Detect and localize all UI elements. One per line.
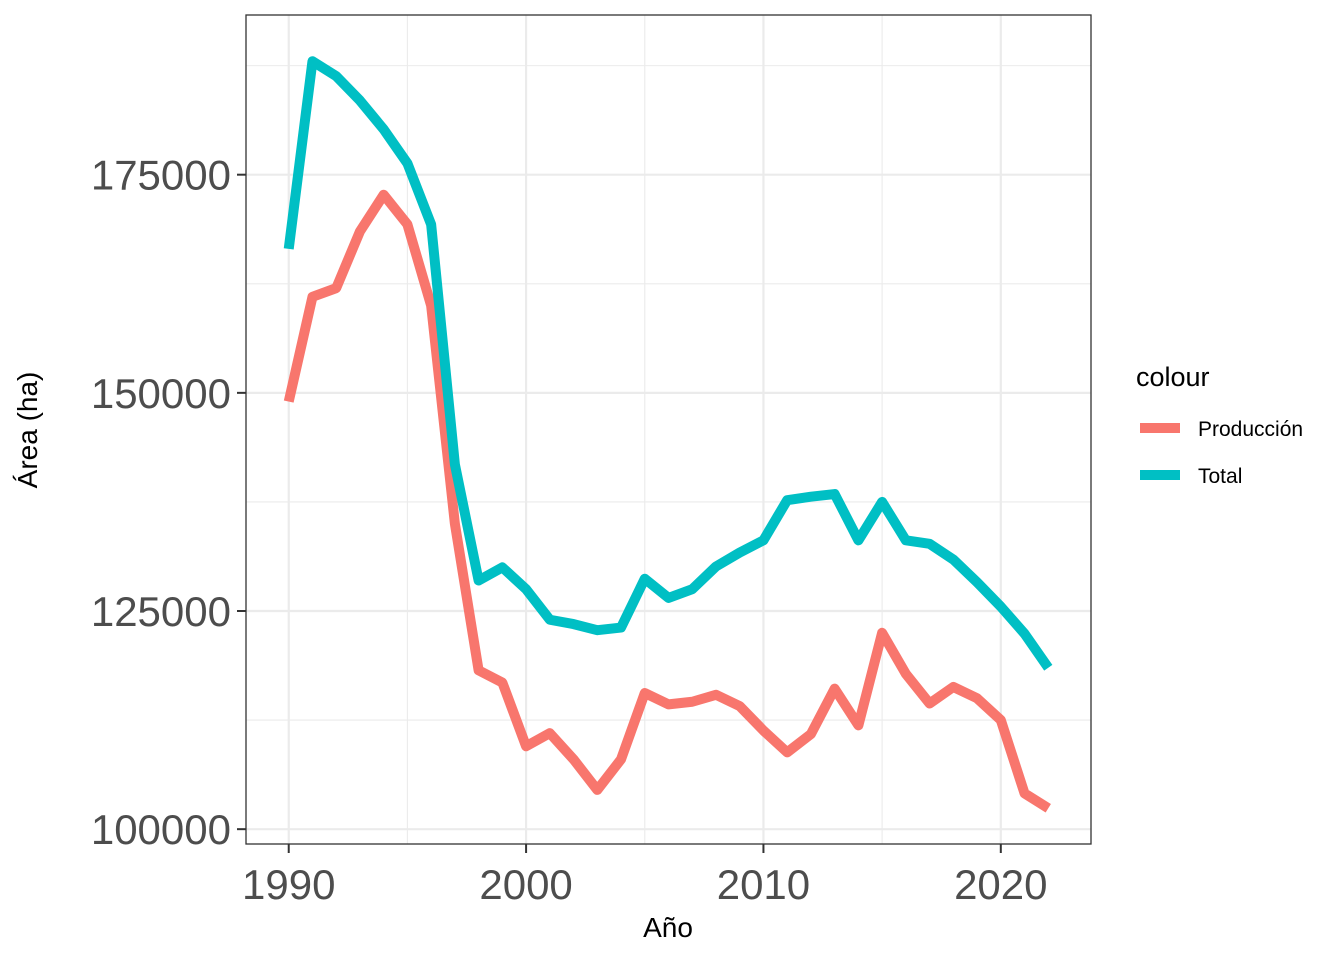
y-axis: 100000 125000 150000 175000 <box>91 152 246 853</box>
y-tick-label: 100000 <box>91 806 231 853</box>
y-tick-label: 175000 <box>91 152 231 199</box>
y-tick-label: 150000 <box>91 370 231 417</box>
series-line-total <box>283 56 1053 671</box>
y-tick-label: 125000 <box>91 588 231 635</box>
legend-title: colour <box>1136 362 1210 392</box>
x-tick-label: 2020 <box>954 861 1047 908</box>
series-line-producci-n <box>283 189 1051 813</box>
x-tick-label: 1990 <box>242 861 335 908</box>
x-tick-label: 2000 <box>479 861 572 908</box>
legend-label: Producción <box>1198 418 1303 441</box>
minor-gridlines <box>246 15 1091 844</box>
series-lines <box>283 56 1053 813</box>
legend: colour Producción Total <box>1136 362 1303 488</box>
x-tick-label: 2010 <box>717 861 810 908</box>
legend-items: Producción Total <box>1140 418 1303 488</box>
plot-border <box>245 14 1092 845</box>
y-axis-title: Área (ha) <box>12 372 43 489</box>
major-gridlines <box>246 15 1091 844</box>
x-axis: 1990 2000 2010 2020 <box>242 844 1048 908</box>
legend-label: Total <box>1198 465 1242 488</box>
x-axis-title: Año <box>643 912 693 943</box>
